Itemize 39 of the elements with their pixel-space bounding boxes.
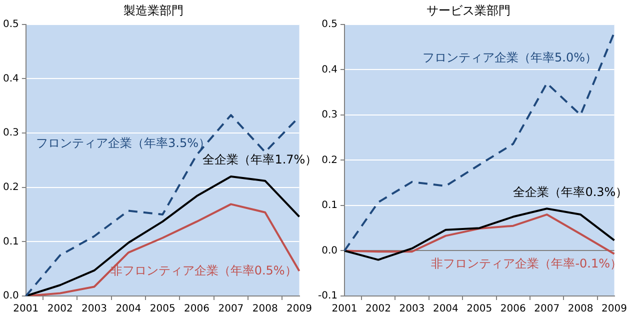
- x-tick-label: 2004: [432, 304, 458, 315]
- x-tick-label: 2001: [13, 304, 39, 315]
- x-tick-label: 2009: [602, 304, 627, 315]
- x-tick-label: 2003: [399, 304, 425, 315]
- series-label: フロンティア企業（年率5.0%）: [422, 50, 597, 64]
- x-tick-label: 2005: [466, 304, 492, 315]
- x-tick-label: 2002: [366, 304, 391, 315]
- y-tick-label: 0.4: [322, 64, 338, 76]
- y-tick-label: 0.4: [2, 73, 19, 84]
- line-series: [344, 32, 616, 252]
- chart-title: サービス業部門: [426, 3, 510, 18]
- y-tick-label: 0.3: [322, 110, 338, 121]
- y-tick-label: 0.2: [2, 182, 19, 193]
- y-tick-label: 0.1: [2, 236, 19, 248]
- series-label: 非フロンティア企業（年率-0.1%）: [431, 256, 622, 270]
- y-tick-label: 0.5: [2, 18, 19, 30]
- series-label: 全企業（年率0.3%）: [513, 184, 628, 199]
- chart-title: 製造業部門: [124, 3, 184, 18]
- x-tick-label: 2001: [332, 304, 358, 315]
- x-tick-label: 2003: [82, 304, 107, 315]
- x-tick-label: 2004: [116, 304, 142, 315]
- x-tick-label: 2008: [252, 304, 278, 315]
- x-tick-label: 2009: [286, 304, 312, 315]
- x-tick-label: 2006: [184, 304, 210, 315]
- x-tick-label: 2007: [534, 304, 560, 315]
- x-tick-label: 2002: [47, 304, 73, 315]
- y-tick-label: 0.0: [2, 290, 19, 302]
- x-tick-label: 2005: [150, 304, 176, 315]
- x-tick-label: 2008: [568, 304, 594, 315]
- y-tick-label: 0.2: [322, 154, 338, 166]
- y-tick-label: 0.5: [322, 18, 338, 30]
- y-tick-label: 0.0: [322, 245, 338, 256]
- y-tick-label: 0.1: [322, 200, 338, 212]
- x-tick-label: 2007: [218, 304, 244, 315]
- x-tick-label: 2006: [500, 304, 526, 315]
- y-tick-label: 0.3: [2, 128, 19, 139]
- y-tick-label: -0.1: [318, 290, 338, 302]
- series-label: 全企業（年率1.7%）: [202, 152, 318, 166]
- series-label: フロンティア企業（年率3.5%）: [36, 136, 211, 150]
